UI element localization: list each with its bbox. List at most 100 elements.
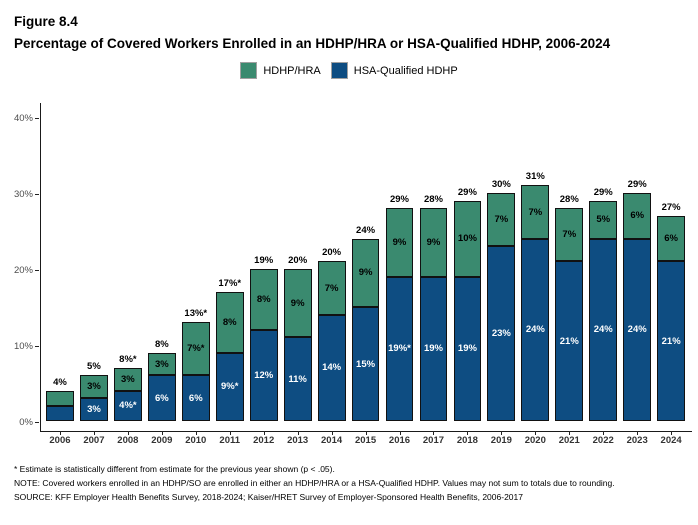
- bar-total-label: 13%*: [184, 308, 208, 320]
- bar-segment-hdhp-hra: [46, 390, 74, 406]
- bar-segment-hdhp-hra: 7%: [555, 208, 584, 262]
- x-tick-label-2022: 2022: [592, 435, 614, 446]
- x-tick-label-2015: 2015: [354, 435, 377, 446]
- x-tick-label-2009: 2009: [151, 435, 173, 446]
- bar-slot-2011: 8% 9%* 17%* 2011: [213, 103, 247, 446]
- bar-total-label: 20%: [322, 247, 342, 259]
- x-tick-mark: [93, 431, 95, 435]
- y-tick-label: 40%: [13, 112, 33, 124]
- bar-2024: 6% 21%: [657, 215, 686, 421]
- x-tick-mark: [603, 431, 605, 435]
- footnote-note: NOTE: Covered workers enrolled in an HDH…: [14, 478, 615, 489]
- bar-segment-hdhp-hra: 5%: [589, 200, 618, 239]
- x-tick-label-2014: 2014: [321, 435, 343, 446]
- bar-slot-2020: 7% 24% 31% 2020: [518, 103, 552, 446]
- bar-segment-hsa-qualified-hdhp: [46, 405, 74, 421]
- bar-segment-hdhp-hra: 8%: [249, 269, 278, 330]
- bar-segment-hsa-qualified-hdhp: 24%: [589, 238, 618, 421]
- bar-2013: 9% 11%: [283, 269, 312, 421]
- bar-segment-hsa-qualified-hdhp: 14%: [317, 314, 346, 421]
- bar-segment-hsa-qualified-hdhp: 15%: [351, 307, 380, 421]
- bar-segment-hdhp-hra: 8%: [215, 291, 244, 353]
- footnote-source: SOURCE: KFF Employer Health Benefits Sur…: [14, 492, 523, 503]
- x-tick-label-2012: 2012: [253, 435, 275, 446]
- x-tick-mark: [263, 431, 265, 435]
- x-tick-mark: [59, 431, 61, 435]
- bar-total-label: 29%: [457, 186, 477, 198]
- bar-segment-hdhp-hra: 7%: [521, 185, 550, 239]
- bar-segment-hdhp-hra: 7%*: [181, 322, 210, 376]
- x-tick-mark: [535, 431, 537, 435]
- x-tick-label-2006: 2006: [49, 435, 71, 446]
- bar-segment-hsa-qualified-hdhp: 19%: [419, 276, 448, 421]
- bar-total-label: 8%: [154, 338, 169, 350]
- x-tick-label-2020: 2020: [524, 435, 546, 446]
- x-tick-mark: [501, 431, 503, 435]
- bar-total-label: 28%: [559, 194, 579, 206]
- bar-segment-hdhp-hra: 6%: [657, 215, 686, 262]
- y-tick-label: 10%: [13, 340, 33, 352]
- bar-total-label: 4%: [53, 376, 67, 388]
- bar-2018: 10% 19%: [453, 200, 482, 421]
- bar-total-label: 29%: [627, 179, 647, 190]
- bar-2022: 5% 24%: [589, 200, 618, 421]
- bar-slot-2008: 3% 4%* 8%* 2008: [111, 103, 145, 446]
- bar-2014: 7% 14%: [317, 261, 346, 421]
- legend-label: HSA-Qualified HDHP: [353, 64, 458, 77]
- x-tick-mark: [569, 431, 571, 435]
- x-tick-mark: [331, 431, 333, 435]
- bar-total-label: 19%: [254, 255, 274, 266]
- bar-slot-2022: 5% 24% 29% 2022: [586, 103, 620, 446]
- y-tick-mark: [35, 194, 39, 195]
- bar-segment-hdhp-hra: 6%: [623, 193, 652, 239]
- x-tick-mark: [229, 431, 231, 435]
- bar-slot-2014: 7% 14% 20% 2014: [315, 103, 349, 446]
- legend-swatch-icon: [330, 62, 348, 79]
- x-tick-label-2016: 2016: [388, 435, 411, 446]
- bar-slot-2006: 4% 2006: [43, 103, 77, 446]
- legend-item-hdhp-hra: HDHP/HRA: [240, 62, 321, 79]
- bar-slot-2024: 6% 21% 27% 2024: [654, 103, 688, 446]
- legend: HDHP/HRA HSA-Qualified HDHP: [0, 62, 698, 79]
- y-tick-label: 30%: [13, 188, 33, 200]
- bar-slot-2012: 8% 12% 19% 2012: [247, 103, 281, 446]
- bar-slot-2007: 3% 3% 5% 2007: [77, 103, 111, 446]
- bar-segment-hsa-qualified-hdhp: 4%*: [113, 390, 142, 421]
- x-tick-mark: [161, 431, 163, 435]
- bar-segment-hdhp-hra: 3%: [147, 352, 176, 376]
- bar-segment-hdhp-hra: 10%: [453, 200, 482, 277]
- bar-segment-hsa-qualified-hdhp: 6%: [147, 375, 176, 421]
- bar-total-label: 5%: [87, 361, 101, 373]
- x-tick-label-2008: 2008: [117, 435, 139, 446]
- bar-2012: 8% 12%: [249, 269, 278, 421]
- bar-slot-2015: 9% 15% 24% 2015: [349, 103, 383, 446]
- bar-segment-hsa-qualified-hdhp: 3%: [80, 398, 108, 421]
- y-tick-label: 20%: [13, 264, 33, 276]
- bar-2023: 6% 24%: [623, 193, 652, 421]
- bar-2016: 9% 19%*: [385, 208, 414, 421]
- bar-2010: 7%* 6%: [181, 322, 210, 421]
- x-tick-label-2024: 2024: [660, 435, 682, 446]
- x-tick-mark: [637, 431, 639, 435]
- x-tick-label-2013: 2013: [287, 435, 309, 446]
- bar-segment-hsa-qualified-hdhp: 21%: [657, 261, 686, 421]
- bar-slot-2017: 9% 19% 28% 2017: [416, 103, 450, 446]
- y-tick-mark: [35, 270, 39, 271]
- x-tick-label-2021: 2021: [558, 435, 580, 446]
- x-tick-mark: [297, 431, 299, 435]
- x-tick-label-2011: 2011: [219, 435, 241, 446]
- bar-total-label: 8%*: [119, 353, 137, 365]
- bar-total-label: 27%: [661, 201, 681, 213]
- bar-2017: 9% 19%: [419, 208, 448, 421]
- bar-total-label: 29%: [389, 194, 410, 206]
- bar-2015: 9% 15%: [351, 238, 380, 421]
- footnote-asterisk: * Estimate is statistically different fr…: [14, 464, 335, 474]
- x-tick-label-2019: 2019: [490, 435, 512, 446]
- bar-total-label: 30%: [491, 179, 511, 190]
- bar-total-label: 20%: [288, 255, 308, 266]
- bar-total-label: 31%: [525, 171, 545, 183]
- bar-segment-hsa-qualified-hdhp: 24%: [623, 238, 652, 421]
- legend-label: HDHP/HRA: [263, 64, 321, 77]
- bar-segment-hsa-qualified-hdhp: 19%: [453, 276, 482, 421]
- x-tick-label-2023: 2023: [626, 435, 648, 446]
